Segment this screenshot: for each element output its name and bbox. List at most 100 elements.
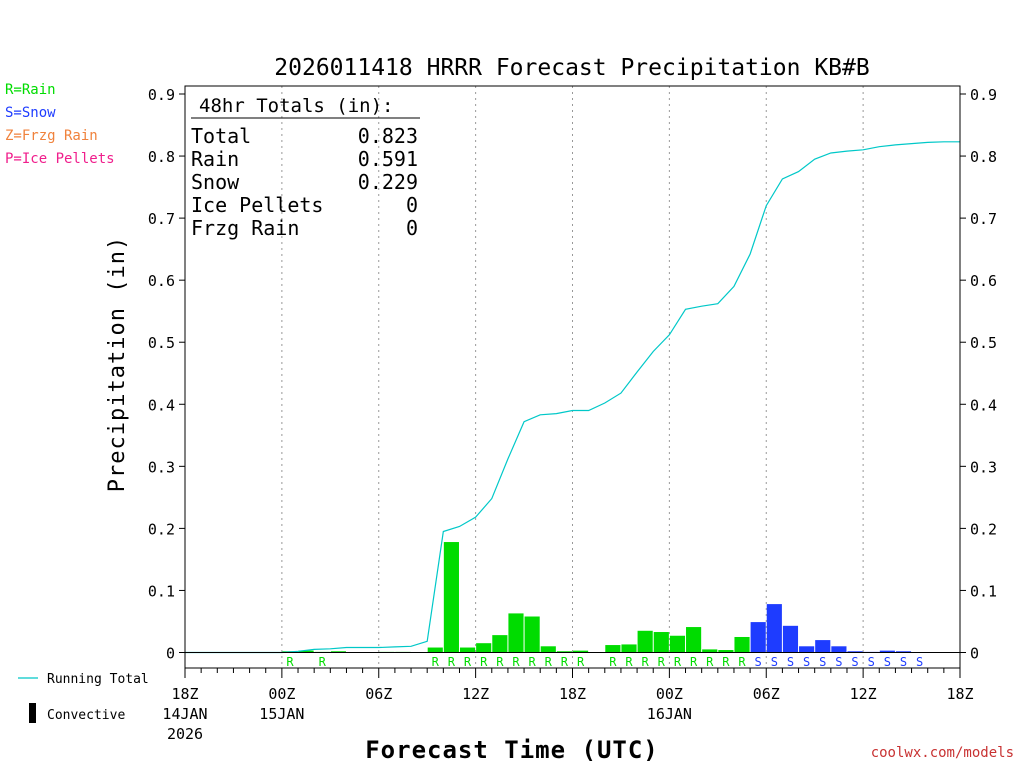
- y-tick-label-right: 0.5: [970, 334, 997, 352]
- precip-bar: [686, 627, 702, 653]
- x-tick-label: 00Z: [268, 685, 295, 703]
- precip-type-letter: R: [706, 655, 714, 669]
- precip-type-letter: R: [577, 655, 585, 669]
- y-tick-label-right: 0.2: [970, 520, 997, 538]
- precip-type-letter: R: [722, 655, 730, 669]
- precip-type-letter: R: [512, 655, 520, 669]
- precip-type-letter: S: [755, 655, 762, 669]
- y-tick-label-right: 0.1: [970, 582, 997, 600]
- precip-type-letter: R: [561, 655, 569, 669]
- y-tick-label-left: 0.1: [148, 582, 175, 600]
- convective-legend-label: Convective: [47, 708, 125, 723]
- convective-swatch: [29, 703, 36, 723]
- y-tick-label-right: 0.8: [970, 148, 997, 166]
- precip-type-letter: R: [319, 655, 327, 669]
- precip-bars: [282, 542, 912, 653]
- precip-type-letter: S: [884, 655, 891, 669]
- y-tick-label-right: 0.9: [970, 86, 997, 104]
- precip-bar: [847, 651, 863, 653]
- precip-bar: [605, 645, 621, 653]
- precip-type-letter: R: [690, 655, 698, 669]
- x-date-label: 15JAN: [259, 705, 304, 723]
- precip-type-letter: S: [803, 655, 810, 669]
- precip-type-letter: R: [674, 655, 682, 669]
- precip-type-letter: S: [787, 655, 794, 669]
- y-tick-label-right: 0.6: [970, 272, 997, 290]
- precip-type-letter: S: [916, 655, 923, 669]
- precip-bar: [718, 650, 734, 653]
- totals-value-frzg-rain: 0: [406, 216, 418, 240]
- precip-type-letter: S: [835, 655, 842, 669]
- precip-type-letter: S: [819, 655, 826, 669]
- x-tick-label: 06Z: [753, 685, 780, 703]
- precip-type-letter: R: [609, 655, 617, 669]
- precip-bar: [895, 651, 912, 653]
- precip-type-letter: R: [529, 655, 537, 669]
- precip-bar: [492, 635, 508, 653]
- precip-type-letter: R: [642, 655, 650, 669]
- precip-bar: [508, 613, 524, 653]
- y-tick-label-left: 0.4: [148, 396, 175, 414]
- precip-type-letter: R: [464, 655, 472, 669]
- totals-label-frzg-rain: Frzg Rain: [191, 216, 299, 240]
- precip-type-letter: R: [286, 655, 294, 669]
- precip-bar: [831, 646, 847, 653]
- totals-label-rain: Rain: [191, 147, 239, 171]
- totals-value-ice-pellets: 0: [406, 193, 418, 217]
- y-axis-label: Precipitation (in): [105, 236, 130, 492]
- legend-ice-pellets: P=Ice Pellets: [5, 151, 115, 167]
- precip-type-letter: S: [868, 655, 875, 669]
- totals-label-total: Total: [191, 124, 251, 148]
- precip-bar: [669, 635, 686, 653]
- precip-bar: [702, 649, 718, 653]
- precip-type-letter: R: [625, 655, 633, 669]
- y-tick-label-left: 0.7: [148, 210, 175, 228]
- totals-value-total: 0.823: [358, 124, 418, 148]
- precip-bar: [459, 647, 476, 653]
- x-tick-label: 18Z: [171, 685, 198, 703]
- precip-bar: [524, 616, 540, 653]
- precip-bar: [443, 542, 459, 653]
- precip-type-letter: S: [771, 655, 778, 669]
- x-tick-label: 18Z: [946, 685, 973, 703]
- running-total-line: [185, 141, 960, 654]
- precip-bar: [556, 651, 572, 653]
- y-tick-label-left: 0.3: [148, 458, 175, 476]
- y-tick-label-left: 0.6: [148, 272, 175, 290]
- x-axis-label: Forecast Time (UTC): [365, 736, 659, 764]
- x-year-label: 2026: [167, 725, 203, 743]
- precip-bar: [750, 622, 766, 653]
- x-date-label: 14JAN: [162, 705, 207, 723]
- precip-bar: [879, 650, 895, 653]
- precip-type-letter: S: [900, 655, 907, 669]
- precip-bar: [298, 650, 314, 653]
- y-axis-left: 0 0.1 0.2 0.3 0.4 0.5 0.6 0.7 0.8 0.9: [148, 86, 185, 663]
- precip-bar: [621, 644, 637, 653]
- y-tick-label-right: 0.7: [970, 210, 997, 228]
- y-tick-label-left: 0.5: [148, 334, 175, 352]
- totals-value-snow: 0.229: [358, 170, 418, 194]
- y-tick-label-left: 0: [166, 645, 175, 663]
- precip-type-letter: R: [738, 655, 746, 669]
- precip-bar: [540, 646, 556, 653]
- legend-frzg-rain: Z=Frzg Rain: [5, 128, 98, 144]
- branding-credit: coolwx.com/models: [870, 745, 1014, 761]
- y-tick-label-left: 0.9: [148, 86, 175, 104]
- y-tick-label-left: 0.8: [148, 148, 175, 166]
- precip-bar: [734, 636, 750, 653]
- x-tick-label: 12Z: [462, 685, 489, 703]
- totals-box: 48hr Totals (in): Total 0.823 Rain 0.591…: [191, 95, 420, 240]
- precip-type-letter: R: [480, 655, 488, 669]
- x-tick-label: 18Z: [559, 685, 586, 703]
- running-total-legend-label: Running Total: [47, 672, 149, 687]
- y-tick-label-right: 0: [970, 645, 979, 663]
- precip-type-letter: R: [658, 655, 666, 669]
- y-tick-label-right: 0.3: [970, 458, 997, 476]
- precip-bar: [637, 630, 653, 653]
- series-legend: Running Total Convective: [18, 672, 149, 723]
- precip-bar: [427, 647, 443, 653]
- precip-bar: [653, 632, 669, 653]
- x-tick-label: 12Z: [850, 685, 877, 703]
- x-axis: 18Z 14JAN 2026 00Z 15JAN 06Z 12Z 18Z 00Z 16JAN 06Z…: [162, 668, 974, 743]
